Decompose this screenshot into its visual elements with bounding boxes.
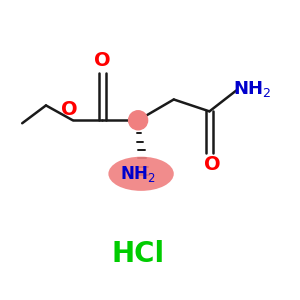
Text: O: O bbox=[204, 155, 221, 174]
Text: NH$_2$: NH$_2$ bbox=[120, 164, 156, 184]
Text: HCl: HCl bbox=[112, 240, 165, 268]
Circle shape bbox=[129, 111, 148, 130]
Ellipse shape bbox=[108, 157, 174, 191]
Text: O: O bbox=[61, 100, 78, 119]
Text: NH$_2$: NH$_2$ bbox=[233, 79, 272, 99]
Text: O: O bbox=[94, 51, 111, 70]
